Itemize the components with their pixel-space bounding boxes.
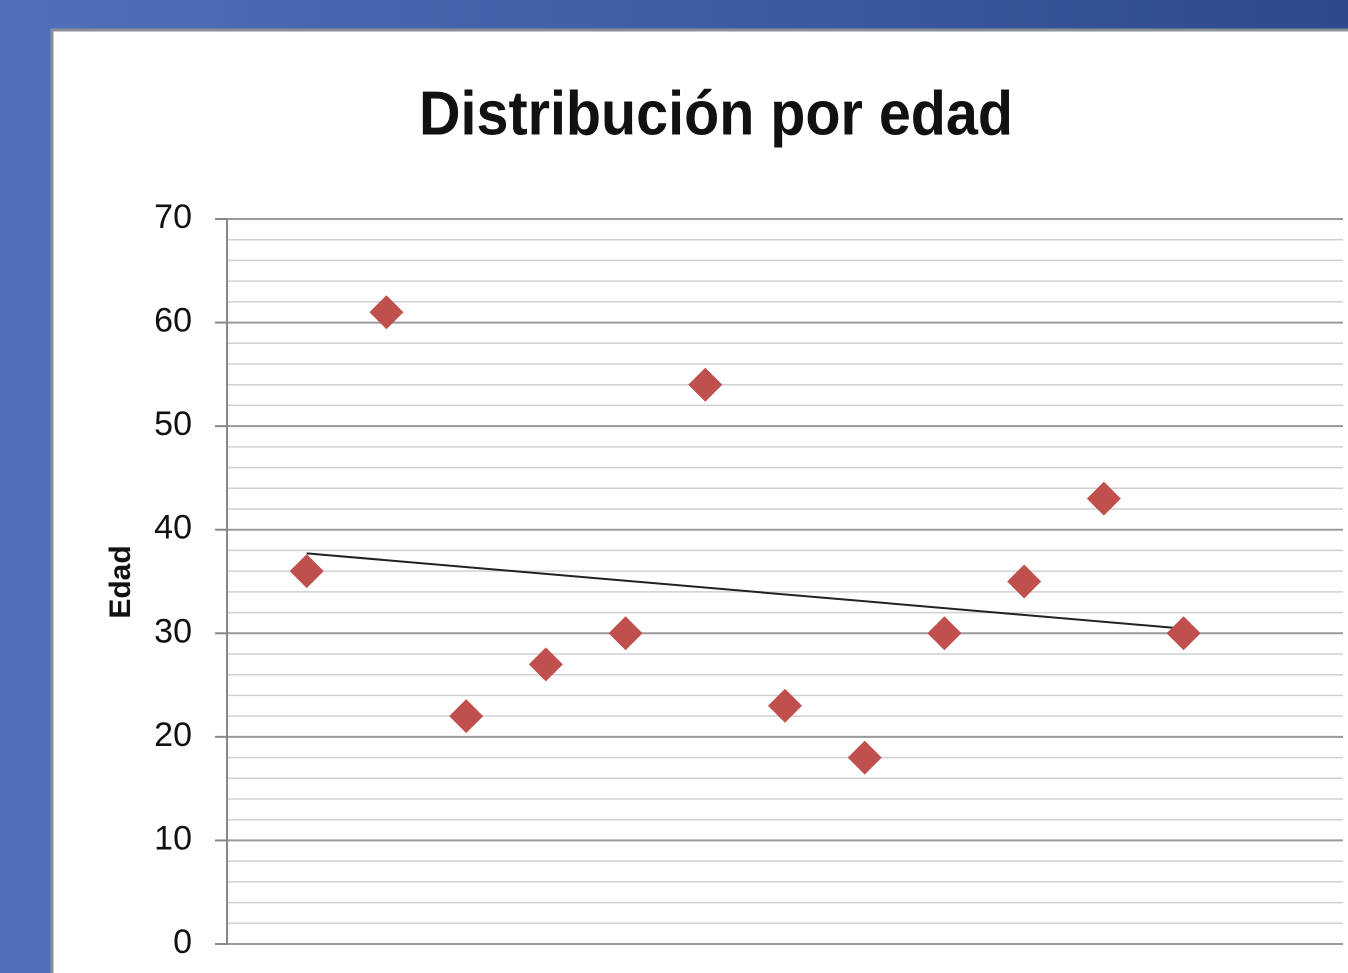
point [289,554,324,589]
point [688,367,723,402]
point [847,740,882,775]
y-tick-label: 10 [154,819,192,857]
y-tick-label: 0 [173,923,192,961]
trendline [306,552,1184,630]
y-tick-label: 20 [154,716,192,754]
point [369,295,404,330]
y-axis-label: Edad [104,545,137,618]
y-tick-label: 60 [154,302,192,340]
point [449,699,484,734]
point [768,688,802,723]
point [528,647,563,682]
point [1007,564,1042,599]
y-tick-label: 40 [154,509,192,547]
point [927,616,962,651]
point [1166,616,1201,651]
y-tick-label: 30 [154,612,192,650]
point [1086,481,1121,516]
chart-panel [50,28,1348,973]
y-tick-label: 50 [154,405,192,443]
point [608,616,643,651]
y-tick-label: 70 [154,198,192,236]
chart-title: Distribución por edad [419,79,1013,148]
